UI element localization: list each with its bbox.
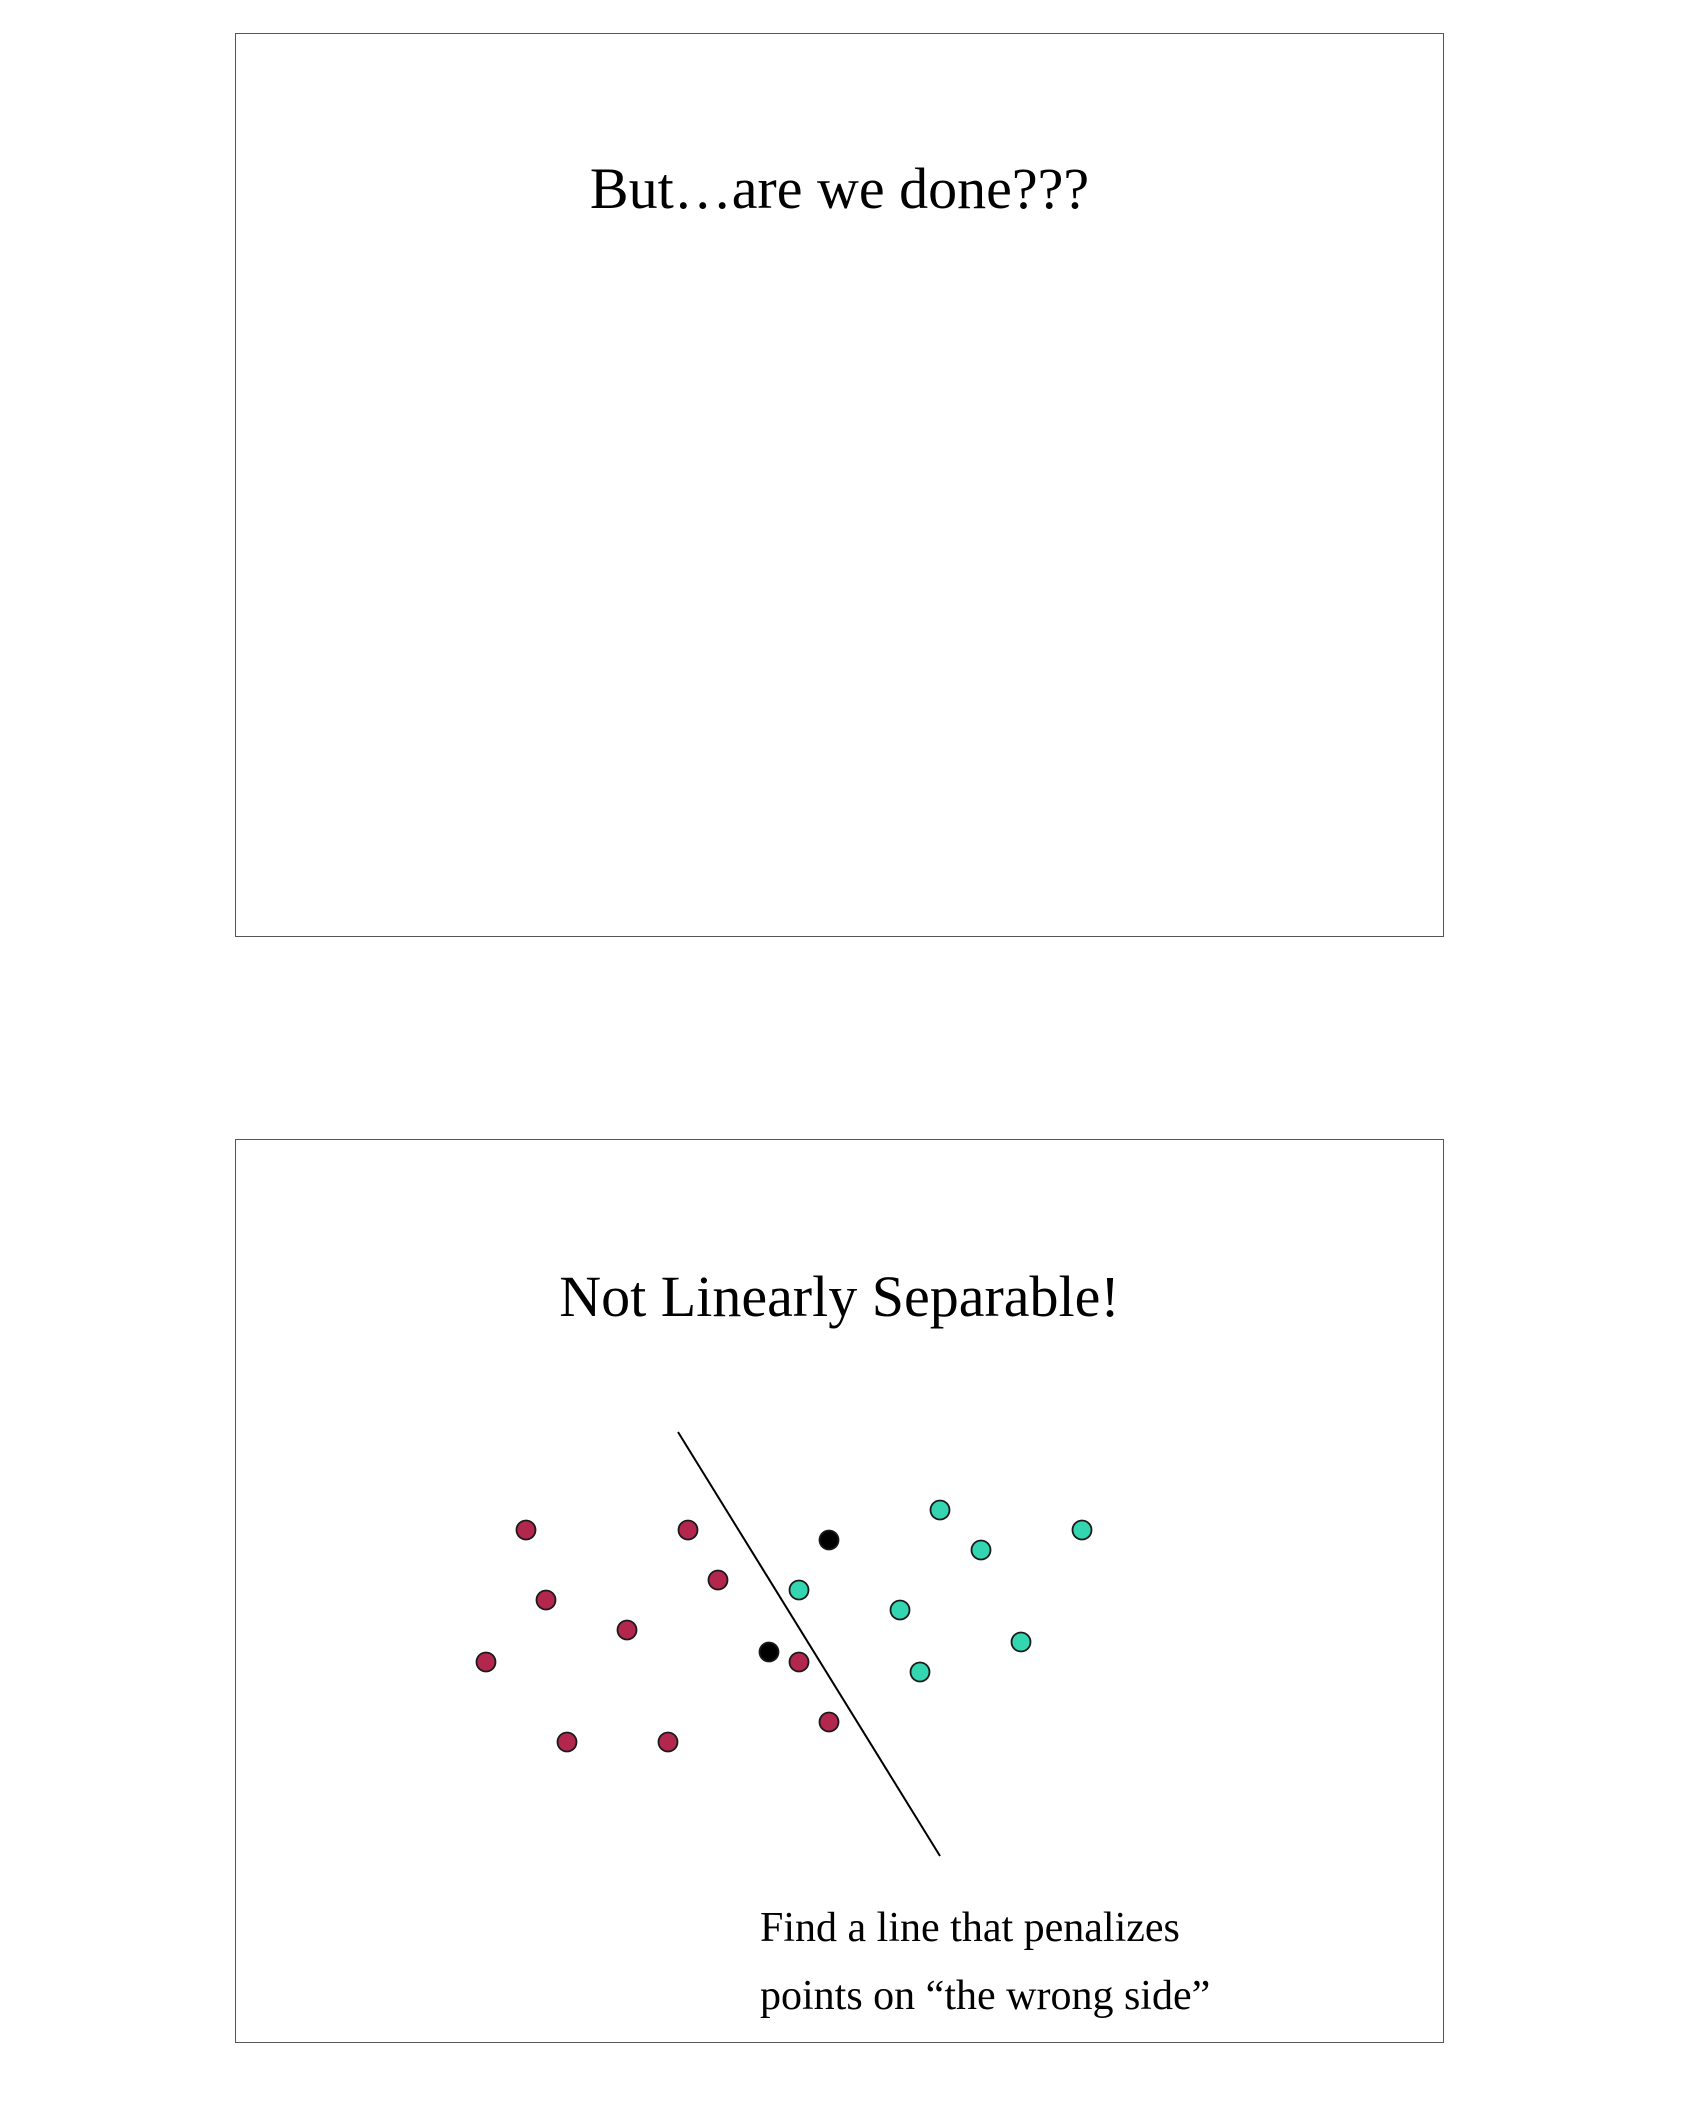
point-class-b (889, 1599, 911, 1621)
point-highlight (818, 1529, 840, 1551)
separating-line (677, 1431, 941, 1857)
point-class-a (707, 1569, 729, 1591)
caption-line-2: points on “the wrong side” (760, 1973, 1211, 2019)
point-class-a (535, 1589, 557, 1611)
caption: Find a line that penalizes points on “th… (760, 1894, 1210, 2030)
point-class-a (788, 1651, 810, 1673)
scatter-figure (475, 1431, 1093, 1857)
point-class-b (909, 1661, 931, 1683)
point-class-b (1071, 1519, 1093, 1541)
point-class-a (556, 1731, 578, 1753)
data-points (475, 1499, 1093, 1753)
point-class-a (677, 1519, 699, 1541)
slide-1: But…are we done??? (235, 33, 1444, 937)
point-class-a (475, 1651, 497, 1673)
point-class-a (616, 1619, 638, 1641)
point-highlight (758, 1641, 780, 1663)
point-class-b (788, 1579, 810, 1601)
slide-2: Not Linearly Separable! Find a line t (235, 1139, 1444, 2043)
slide-title: But…are we done??? (589, 156, 1090, 221)
point-class-a (657, 1731, 679, 1753)
slide-title: Not Linearly Separable! (559, 1264, 1120, 1329)
caption-line-1: Find a line that penalizes (760, 1905, 1180, 1951)
point-class-a (515, 1519, 537, 1541)
point-class-b (1010, 1631, 1032, 1653)
point-class-a (818, 1711, 840, 1733)
point-class-b (970, 1539, 992, 1561)
point-class-b (929, 1499, 951, 1521)
